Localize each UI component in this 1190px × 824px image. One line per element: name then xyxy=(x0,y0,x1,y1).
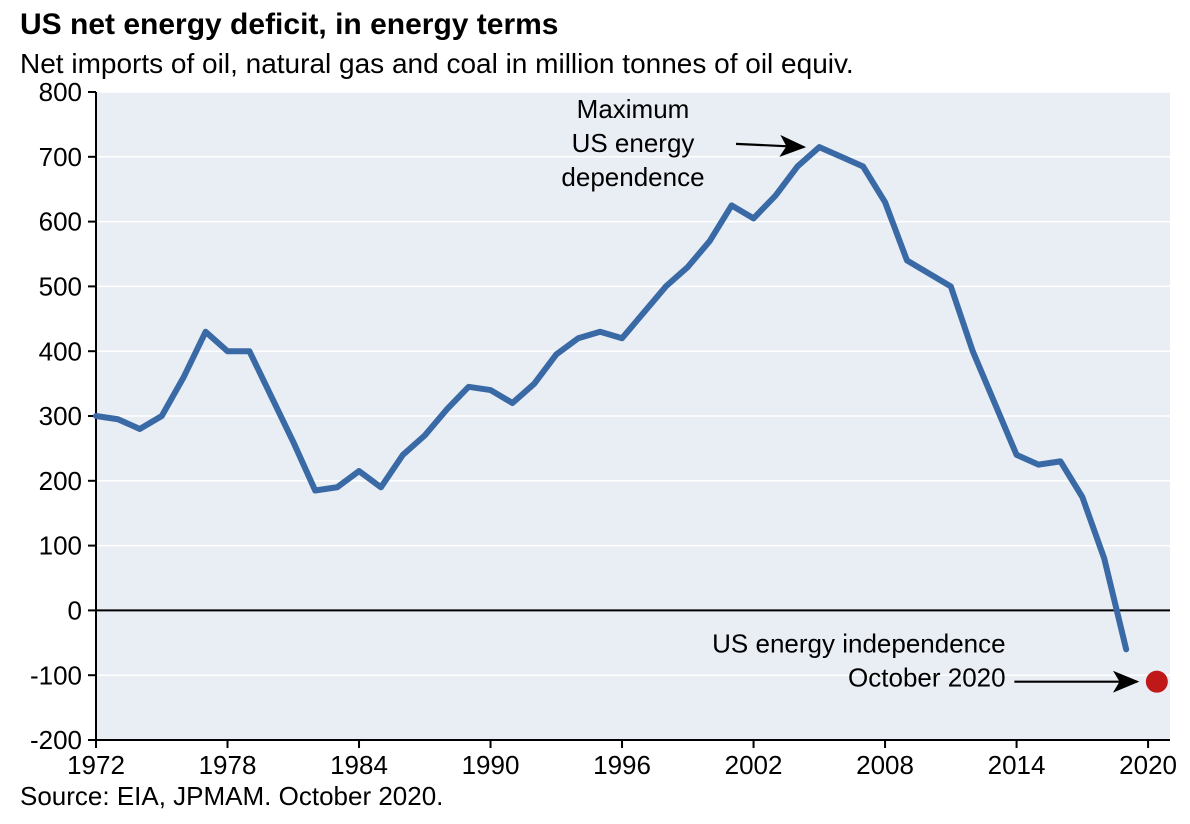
annotation-max-dependence-text: Maximum xyxy=(577,94,690,124)
x-tick-label: 2008 xyxy=(856,750,914,780)
x-tick-label: 1990 xyxy=(462,750,520,780)
x-tick-label: 1984 xyxy=(330,750,388,780)
annotation-max-dependence-text: dependence xyxy=(561,162,704,192)
independence-marker xyxy=(1146,671,1168,693)
y-tick-label: 500 xyxy=(39,272,82,302)
y-tick-label: -100 xyxy=(30,660,82,690)
y-tick-label: 300 xyxy=(39,401,82,431)
chart-subtitle: Net imports of oil, natural gas and coal… xyxy=(20,48,854,80)
y-tick-label: 100 xyxy=(39,531,82,561)
annotation-max-dependence-text: US energy xyxy=(572,128,695,158)
chart-svg: -200-10001002003004005006007008001972197… xyxy=(0,0,1190,824)
chart-container: US net energy deficit, in energy terms N… xyxy=(0,0,1190,824)
y-tick-label: 200 xyxy=(39,466,82,496)
x-tick-label: 1972 xyxy=(67,750,125,780)
chart-source: Source: EIA, JPMAM. October 2020. xyxy=(20,781,443,812)
y-tick-label: 600 xyxy=(39,207,82,237)
x-tick-label: 1978 xyxy=(199,750,257,780)
x-tick-label: 2002 xyxy=(725,750,783,780)
x-tick-label: 2014 xyxy=(988,750,1046,780)
annotation-independence-text: US energy independence xyxy=(712,629,1005,659)
y-tick-label: 800 xyxy=(39,77,82,107)
y-tick-label: 400 xyxy=(39,336,82,366)
x-tick-label: 2020 xyxy=(1119,750,1177,780)
y-tick-label: 700 xyxy=(39,142,82,172)
y-tick-label: 0 xyxy=(68,596,82,626)
x-tick-label: 1996 xyxy=(593,750,651,780)
chart-title: US net energy deficit, in energy terms xyxy=(20,8,559,42)
annotation-independence-text: October 2020 xyxy=(848,663,1006,693)
